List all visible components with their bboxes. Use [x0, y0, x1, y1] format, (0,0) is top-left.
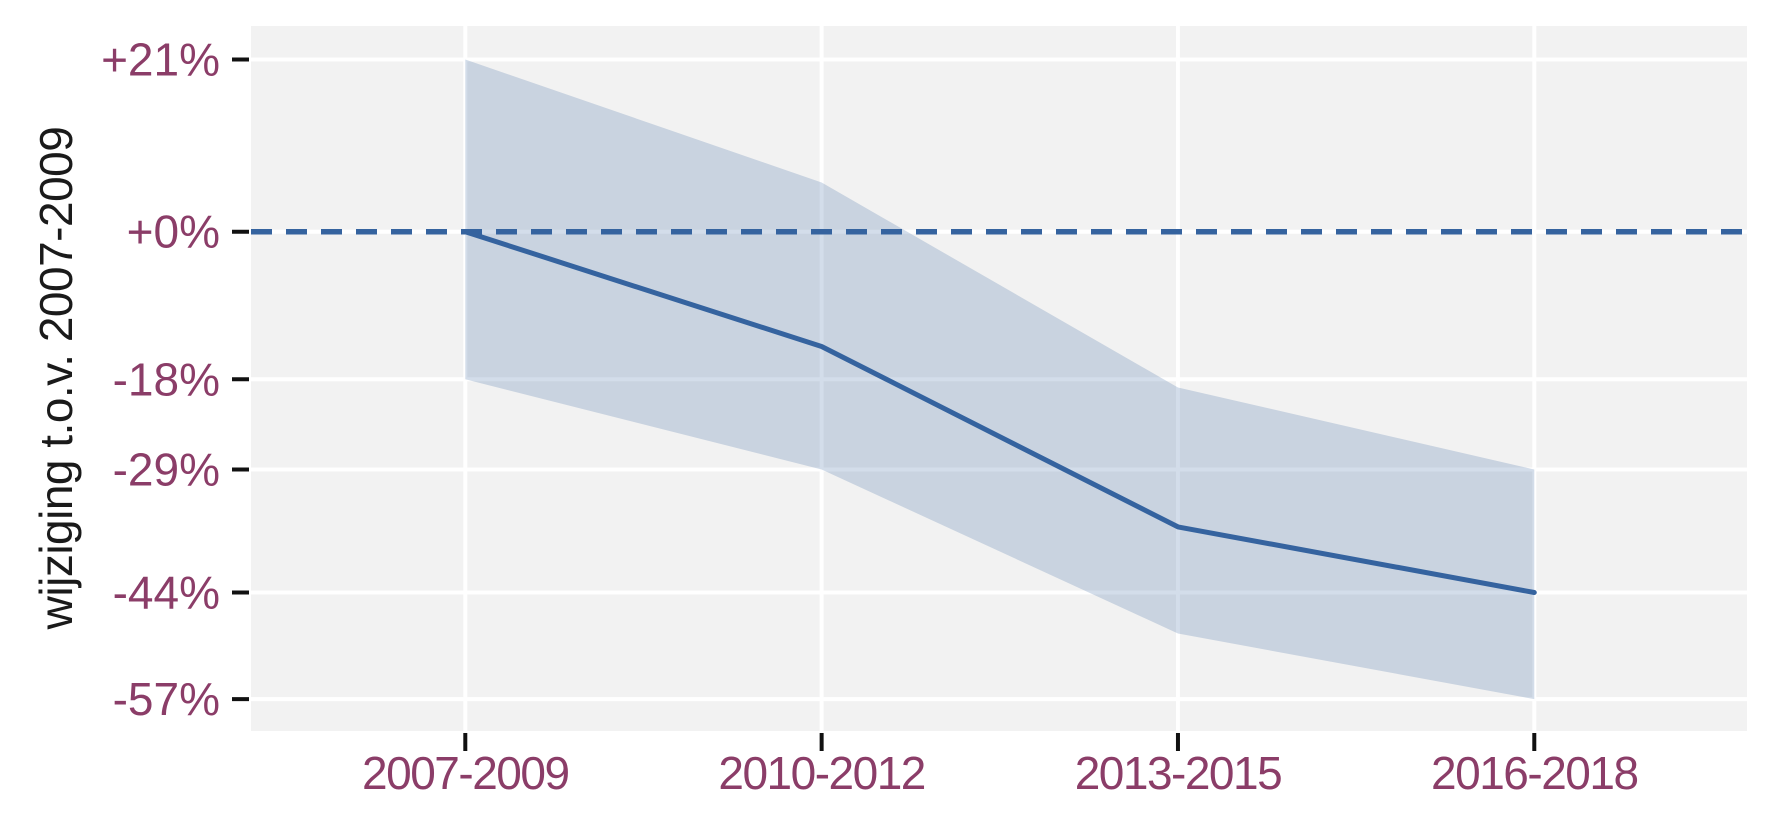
axis-tick-marks — [232, 57, 1537, 751]
y-axis-title: wijziging t.o.v. 2007-2009 — [30, 127, 82, 631]
y-tick-label: -44% — [113, 567, 220, 619]
vertical-gridlines — [463, 26, 1537, 731]
y-tick-label: -29% — [113, 444, 220, 496]
y-tick-label: -57% — [113, 673, 220, 725]
x-tick-label: 2007-2009 — [362, 747, 568, 799]
x-tick-label: 2010-2012 — [718, 747, 924, 799]
estimate-line — [462, 229, 1537, 595]
y-tick-label: +21% — [101, 34, 220, 86]
y-tick-label: -18% — [113, 353, 220, 405]
axis-tick-labels: +21% +0% -18% -29% -44% -57% 2007-2009 2010-201… — [101, 34, 1639, 800]
y-tick-label: +0% — [127, 206, 220, 258]
x-tick-label: 2016-2018 — [1431, 747, 1637, 799]
x-tick-label: 2013-2015 — [1075, 747, 1281, 799]
confidence-band — [465, 59, 1535, 700]
